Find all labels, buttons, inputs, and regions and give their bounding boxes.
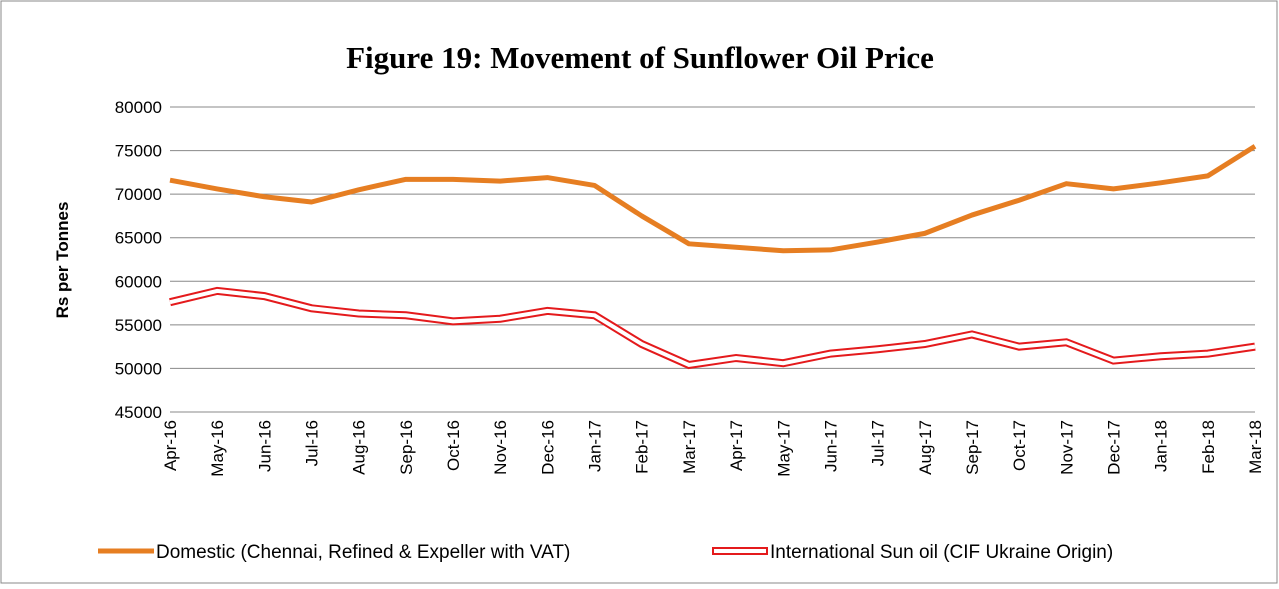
x-tick-label: Nov-16 bbox=[491, 420, 510, 475]
y-tick-label: 55000 bbox=[115, 316, 162, 335]
y-tick-label: 70000 bbox=[115, 185, 162, 204]
x-tick-label: Sep-16 bbox=[397, 420, 416, 475]
x-tick-label: May-16 bbox=[208, 420, 227, 477]
y-tick-label: 65000 bbox=[115, 229, 162, 248]
x-tick-label: Jun-16 bbox=[255, 420, 274, 472]
y-tick-label: 50000 bbox=[115, 359, 162, 378]
x-tick-label: Aug-17 bbox=[916, 420, 935, 475]
x-tick-label: Sep-17 bbox=[963, 420, 982, 475]
legend-label: International Sun oil (CIF Ukraine Origi… bbox=[770, 542, 1113, 563]
series-line-inner bbox=[169, 288, 1256, 368]
x-tick-label: Jun-17 bbox=[821, 420, 840, 472]
x-tick-label: Jan-18 bbox=[1152, 420, 1171, 472]
y-tick-label: 80000 bbox=[115, 98, 162, 117]
x-tick-label: Mar-17 bbox=[680, 420, 699, 474]
x-tick-label: May-17 bbox=[774, 420, 793, 477]
x-tick-label: Apr-17 bbox=[727, 420, 746, 471]
x-tick-label: Feb-18 bbox=[1199, 420, 1218, 474]
x-tick-label: Oct-17 bbox=[1010, 420, 1029, 471]
x-tick-label: Nov-17 bbox=[1057, 420, 1076, 475]
y-tick-label: 60000 bbox=[115, 272, 162, 291]
x-tick-label: Mar-18 bbox=[1246, 420, 1265, 474]
legend-label: Domestic (Chennai, Refined & Expeller wi… bbox=[156, 542, 570, 563]
x-tick-label: Dec-17 bbox=[1104, 420, 1123, 475]
y-tick-label: 45000 bbox=[115, 403, 162, 422]
x-tick-label: Aug-16 bbox=[350, 420, 369, 475]
y-axis-label: Rs per Tonnes bbox=[53, 202, 72, 319]
x-tick-label: Jan-17 bbox=[586, 420, 605, 472]
y-tick-label: 75000 bbox=[115, 142, 162, 161]
x-tick-label: Feb-17 bbox=[633, 420, 652, 474]
x-tick-label: Jul-17 bbox=[869, 420, 888, 466]
x-tick-label: Jul-16 bbox=[303, 420, 322, 466]
chart-title: Figure 19: Movement of Sunflower Oil Pri… bbox=[346, 40, 934, 75]
x-tick-label: Dec-16 bbox=[538, 420, 557, 475]
x-tick-label: Apr-16 bbox=[161, 420, 180, 471]
x-tick-label: Oct-16 bbox=[444, 420, 463, 471]
series-line bbox=[169, 144, 1257, 254]
